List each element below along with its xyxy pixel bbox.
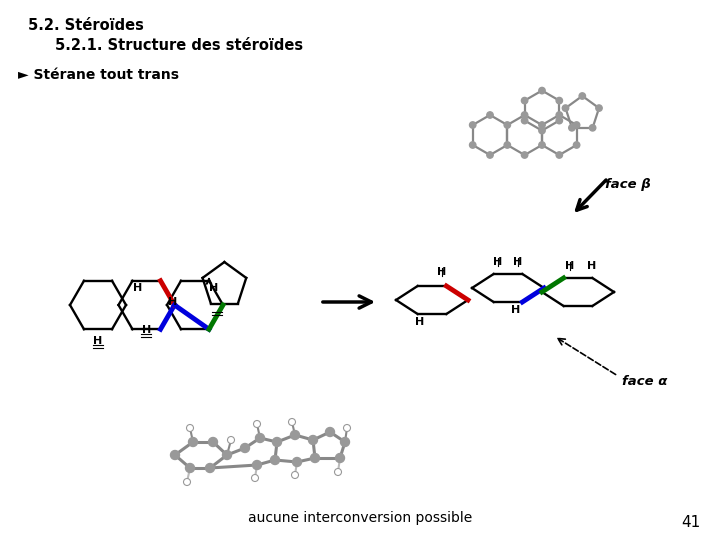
Circle shape [556,117,562,124]
Text: H: H [513,257,523,267]
Circle shape [253,461,261,469]
Circle shape [573,142,580,148]
Circle shape [521,112,528,118]
Text: 5.2. Stéroïdes: 5.2. Stéroïdes [28,18,144,33]
Circle shape [308,435,318,444]
Circle shape [487,112,493,118]
Circle shape [186,424,194,431]
Circle shape [209,437,217,447]
Text: aucune interconversion possible: aucune interconversion possible [248,511,472,525]
Circle shape [222,450,232,460]
Circle shape [290,430,300,440]
Circle shape [539,87,545,94]
Circle shape [205,463,215,472]
Circle shape [336,454,344,462]
Text: ► Stérane tout trans: ► Stérane tout trans [18,68,179,82]
Circle shape [341,437,349,447]
Circle shape [487,152,493,158]
Circle shape [171,450,179,460]
Circle shape [469,122,476,128]
Circle shape [343,424,351,431]
Text: H: H [94,336,103,346]
Text: H: H [588,261,597,271]
Circle shape [562,105,569,111]
Text: 5.2.1. Structure des stéroïdes: 5.2.1. Structure des stéroïdes [55,38,303,53]
Text: H: H [133,283,143,293]
Circle shape [569,125,575,131]
Text: H: H [142,325,151,335]
Text: face β: face β [605,178,651,191]
Circle shape [539,142,545,148]
Circle shape [325,428,335,436]
Circle shape [504,142,510,148]
Text: H: H [209,283,218,293]
Circle shape [289,418,295,426]
Circle shape [504,122,510,128]
Circle shape [539,127,545,134]
Circle shape [310,454,320,462]
Circle shape [590,125,596,131]
Circle shape [539,122,545,128]
Text: H: H [437,267,446,277]
Text: H: H [511,305,521,315]
Circle shape [521,97,528,104]
Text: H: H [565,261,575,271]
Circle shape [189,437,197,447]
Circle shape [253,421,261,428]
Circle shape [573,122,580,128]
Circle shape [521,152,528,158]
Circle shape [186,463,194,472]
Text: H: H [415,317,425,327]
Circle shape [292,457,302,467]
Circle shape [469,142,476,148]
Circle shape [556,152,562,158]
Circle shape [240,443,250,453]
Circle shape [596,105,602,111]
Text: 41: 41 [680,515,700,530]
Circle shape [521,117,528,124]
Circle shape [256,434,264,442]
Text: face α: face α [622,375,667,388]
Circle shape [556,112,562,118]
Circle shape [335,469,341,476]
Circle shape [272,437,282,447]
Circle shape [271,456,279,464]
Text: H: H [493,257,503,267]
Circle shape [579,93,585,99]
Circle shape [184,478,191,485]
Text: H: H [168,297,178,307]
Circle shape [556,97,562,104]
Circle shape [292,471,299,478]
Circle shape [228,436,235,443]
Circle shape [251,475,258,482]
